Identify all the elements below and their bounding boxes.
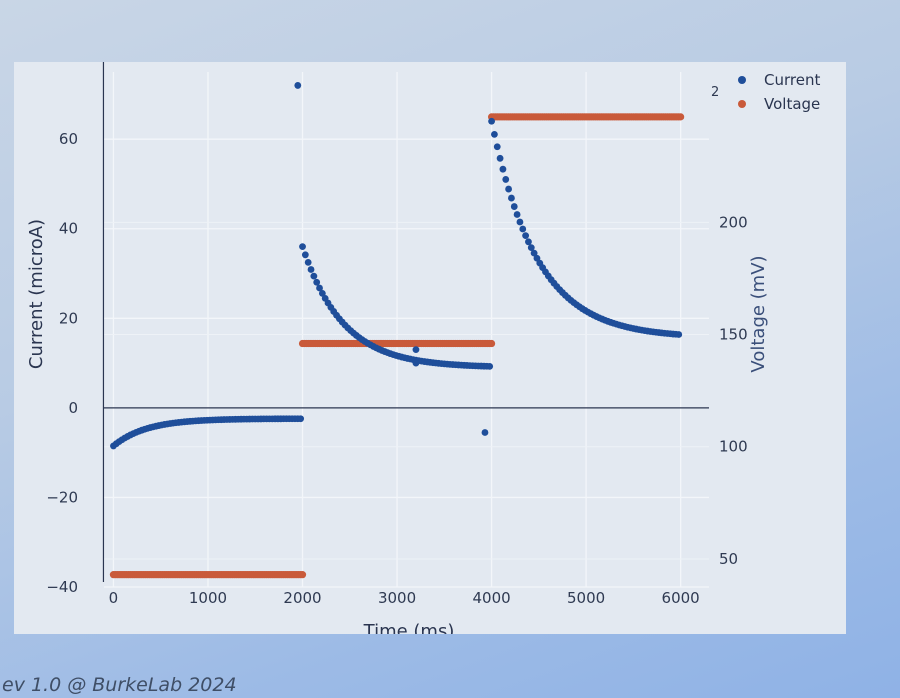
current-point xyxy=(519,225,527,233)
y2-tick-label: 150 xyxy=(719,326,748,344)
y-tick-label: 40 xyxy=(59,220,78,238)
y-tick-label: 60 xyxy=(59,130,78,148)
x-tick-label: 2000 xyxy=(283,589,321,607)
current-point xyxy=(481,429,489,436)
current-point xyxy=(310,272,318,280)
legend-label-current: Current xyxy=(764,71,820,89)
current-point xyxy=(486,362,494,370)
current-point xyxy=(516,218,524,226)
current-point xyxy=(530,249,538,257)
voltage-point xyxy=(298,571,307,579)
y2-tick-label: 100 xyxy=(719,438,748,456)
y-tick-label: −20 xyxy=(46,488,78,506)
x-tick-label: 5000 xyxy=(567,589,605,607)
current-point xyxy=(316,284,323,292)
voltage-point xyxy=(677,113,685,121)
current-point xyxy=(527,244,535,252)
legend-marker-current xyxy=(738,76,746,84)
current-point xyxy=(508,194,515,202)
current-point xyxy=(307,266,315,273)
current-point xyxy=(525,238,532,246)
y2-tick-label: 50 xyxy=(719,550,738,568)
x-tick-label: 6000 xyxy=(662,589,700,607)
y2-tick-label: 200 xyxy=(719,213,748,231)
current-point xyxy=(502,176,510,183)
current-point xyxy=(491,130,498,138)
legend-label-voltage: Voltage xyxy=(764,95,820,113)
current-point xyxy=(510,203,518,210)
y-tick-label: 20 xyxy=(59,309,78,327)
plot-card: 0 1000 2000 3000 4000 5000 6000 −40 −20 0 20 40 60 50… xyxy=(14,62,846,642)
current-point xyxy=(675,331,683,338)
y-tick-label: 0 xyxy=(68,399,78,417)
current-point xyxy=(412,346,420,354)
y-axis-title: Current (microA) xyxy=(26,219,47,369)
current-point xyxy=(299,243,306,251)
y2-tick-label-partial: 2 xyxy=(711,85,719,100)
current-point xyxy=(412,359,420,367)
footer-credit: ev 1.0 @ BurkeLab 2024 xyxy=(2,674,237,696)
current-point xyxy=(496,154,504,162)
current-point xyxy=(313,278,321,286)
current-point xyxy=(522,232,530,240)
current-point xyxy=(301,251,309,259)
voltage-point xyxy=(487,339,496,348)
legend-marker-voltage xyxy=(738,100,746,108)
current-point xyxy=(513,211,521,218)
current-point xyxy=(294,82,302,89)
current-point xyxy=(488,117,495,125)
x-axis-title: Time (ms) xyxy=(363,621,455,634)
y-tick-label: −40 xyxy=(46,578,78,596)
x-tick-label: 0 xyxy=(109,589,119,607)
current-point xyxy=(304,258,312,266)
x-tick-label: 4000 xyxy=(472,589,510,607)
current-point xyxy=(318,289,326,297)
current-voltage-chart: 0 1000 2000 3000 4000 5000 6000 −40 −20 0 20 40 60 50… xyxy=(26,62,820,642)
x-tick-label: 3000 xyxy=(378,589,416,607)
current-point xyxy=(297,415,305,423)
y2-axis-title: Voltage (mV) xyxy=(748,255,769,372)
current-point xyxy=(505,185,512,193)
x-tick-label: 1000 xyxy=(189,589,227,607)
current-point xyxy=(499,165,507,173)
current-point xyxy=(493,143,501,151)
